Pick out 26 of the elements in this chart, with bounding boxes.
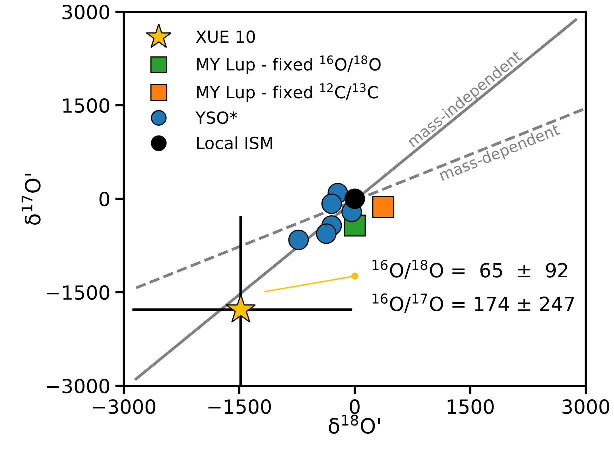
y-tick-label: −3000 (47, 378, 110, 394)
legend-label: Local ISM (197, 136, 272, 150)
point (322, 194, 342, 214)
point (288, 230, 310, 250)
annotation: $^{16}$O/$^{17}$O = 174 ± 247 (372, 294, 574, 314)
y-tick-label: 1500 (63, 98, 110, 114)
point (352, 272, 358, 280)
legend-label: XUE 10 (196, 30, 256, 44)
point (344, 188, 366, 210)
x-tick-label: 3000 (562, 400, 610, 414)
y-tick-label: 0 (100, 192, 110, 207)
x-tick-label: 1500 (448, 400, 494, 414)
x-axis-title: δ$^{18}$O' (328, 414, 380, 434)
annotation: $^{16}$O/$^{18}$O = 65 ± 92 (372, 260, 568, 280)
y-tick-label: 3000 (62, 4, 110, 20)
x-tick-label: 0 (350, 400, 360, 414)
y-axis-title: δ$^{17}$O' (22, 174, 41, 226)
x-tick-label: −1500 (208, 400, 272, 414)
x-tick-label: −3000 (93, 400, 156, 414)
y-tick-label: −1500 (47, 285, 110, 300)
point (226, 294, 256, 323)
legend-label: YSO* (196, 112, 238, 124)
legend-label: MY Lup - fixed $^{16}$O/$^{18}$O (197, 56, 381, 74)
point (372, 196, 394, 218)
point (316, 224, 337, 244)
legend-label: MY Lup - fixed $^{12}$C/$^{13}$C (197, 83, 378, 102)
